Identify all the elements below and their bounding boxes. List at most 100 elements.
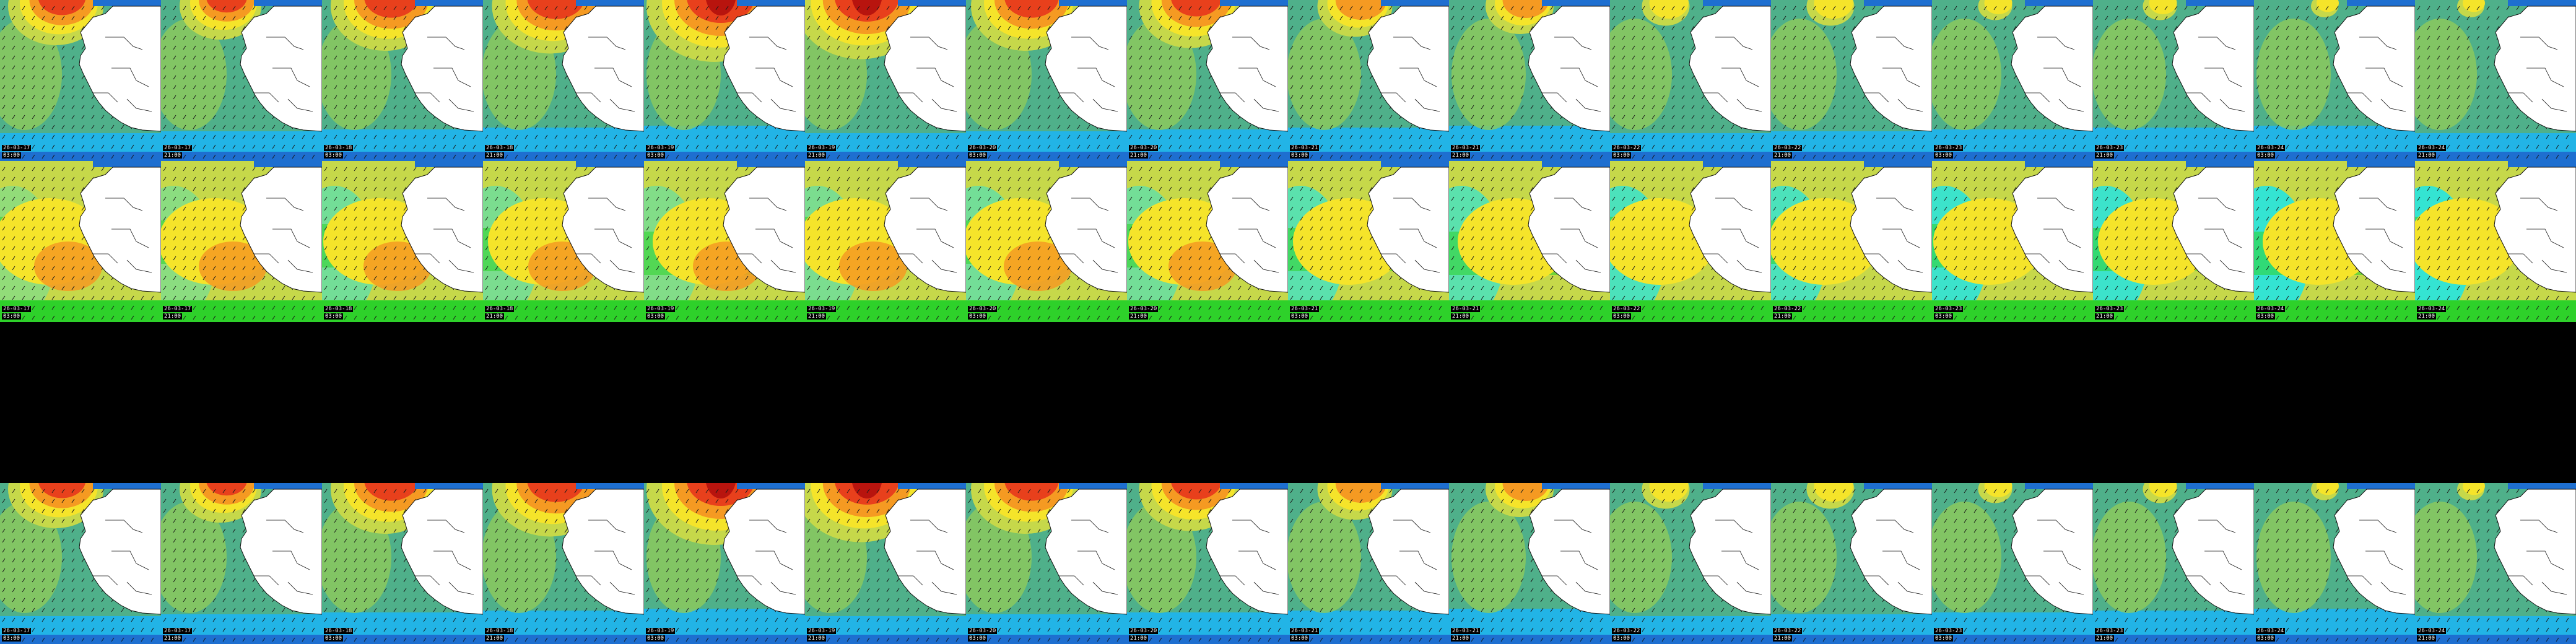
anomaly-red <box>38 483 85 498</box>
frame-time-label: 21:00 <box>2095 635 2115 642</box>
weather-map <box>644 483 805 644</box>
land-mass <box>1850 489 1932 615</box>
north-ocean-strip <box>1864 0 1932 6</box>
land-mass <box>401 167 483 293</box>
map-tile: 26-03-22 21:00 <box>1771 161 1932 322</box>
frame-date-label: 26-03-18 <box>324 306 354 312</box>
north-ocean-strip <box>1220 0 1288 6</box>
anomaly-core <box>852 483 882 498</box>
frame-time-label: 21:00 <box>2417 152 2437 159</box>
map-tile: 26-03-18 03:00 <box>322 161 483 322</box>
map-tile: 26-03-23 21:00 <box>2093 0 2254 161</box>
map-tile: 26-03-19 03:00 <box>644 483 805 644</box>
frame-time-label: 21:00 <box>807 152 827 159</box>
north-ocean-strip <box>1220 161 1288 167</box>
frame-date-label: 26-03-21 <box>1451 306 1481 312</box>
country-borders <box>93 520 152 595</box>
deep-ocean-band <box>483 635 644 644</box>
weather-map <box>1449 0 1610 161</box>
weather-map <box>1932 161 2093 322</box>
north-ocean-strip <box>1703 161 1771 167</box>
frame-time-label: 21:00 <box>2095 152 2115 159</box>
country-borders <box>2508 37 2567 112</box>
faster-zone <box>199 242 267 291</box>
weather-map <box>2093 483 2254 644</box>
land-mass <box>884 6 966 132</box>
weather-map <box>1449 483 1610 644</box>
frame-time-label: 03:00 <box>1290 635 1310 642</box>
map-tile: 26-03-18 21:00 <box>483 483 644 644</box>
anomaly-red <box>206 0 247 13</box>
weather-map <box>322 483 483 644</box>
frame-date-label: 26-03-23 <box>2095 306 2125 312</box>
north-ocean-strip <box>1864 483 1932 489</box>
green-zone <box>1771 502 1837 613</box>
country-borders <box>2508 198 2567 273</box>
green-zone <box>1288 502 1361 613</box>
land-mass <box>1528 6 1610 132</box>
frame-time-label: 21:00 <box>163 635 183 642</box>
frame-time-label: 03:00 <box>2 635 22 642</box>
north-ocean-strip <box>898 0 966 6</box>
land-mass <box>2172 6 2254 132</box>
country-borders <box>2347 198 2406 273</box>
weather-map <box>2415 0 2576 161</box>
map-tile: 26-03-24 03:00 <box>2254 161 2415 322</box>
weather-map <box>1771 0 1932 161</box>
weather-map <box>483 483 644 644</box>
green-zone <box>0 502 62 613</box>
anomaly-core <box>852 0 882 15</box>
north-ocean-strip <box>2508 0 2576 6</box>
country-borders <box>2186 37 2245 112</box>
weather-map <box>1610 483 1771 644</box>
country-borders <box>1703 37 1762 112</box>
frame-date-label: 26-03-18 <box>324 145 354 151</box>
weather-map <box>1288 0 1449 161</box>
north-ocean-strip <box>2025 483 2093 489</box>
weather-map <box>2254 161 2415 322</box>
frame-time-label: 03:00 <box>1934 152 1954 159</box>
green-zone <box>2093 502 2166 613</box>
north-ocean-strip <box>2186 161 2254 167</box>
country-borders <box>93 198 152 273</box>
weather-map <box>161 161 322 322</box>
north-ocean-strip <box>1703 483 1771 489</box>
country-borders <box>576 37 635 112</box>
north-ocean-strip <box>737 0 805 6</box>
north-ocean-strip <box>93 161 161 167</box>
weather-map <box>1288 161 1449 322</box>
weather-map <box>1288 483 1449 644</box>
north-ocean-strip <box>576 483 644 489</box>
land-mass <box>1689 167 1771 293</box>
map-tile: 26-03-23 03:00 <box>1932 161 2093 322</box>
deep-ocean-band <box>0 635 161 644</box>
map-tile: 26-03-22 03:00 <box>1610 0 1771 161</box>
deep-ocean-band <box>1127 152 1288 161</box>
country-borders <box>2025 37 2084 112</box>
anomaly-orange <box>1335 0 1387 20</box>
frame-time-label: 21:00 <box>2417 635 2437 642</box>
deep-ocean-band <box>0 152 161 161</box>
weather-map <box>483 0 644 161</box>
land-mass <box>1045 489 1127 615</box>
weather-map <box>805 161 966 322</box>
land-mass <box>1528 489 1610 615</box>
country-borders <box>576 520 635 595</box>
north-ocean-strip <box>1220 483 1288 489</box>
land-mass <box>1367 167 1449 293</box>
frame-time-label: 03:00 <box>1290 313 1310 320</box>
country-borders <box>2025 520 2084 595</box>
land-mass <box>562 167 644 293</box>
frame-date-label: 26-03-17 <box>2 306 32 312</box>
country-borders <box>1864 198 1923 273</box>
faster-zone <box>34 242 102 291</box>
map-tile: 26-03-17 21:00 <box>161 0 322 161</box>
country-borders <box>2186 520 2245 595</box>
country-borders <box>1542 37 1601 112</box>
frame-time-label: 21:00 <box>2417 313 2437 320</box>
land-mass <box>2011 6 2093 132</box>
anomaly-mid <box>2463 0 2485 12</box>
country-borders <box>2186 198 2245 273</box>
frame-date-label: 26-03-24 <box>2417 306 2447 312</box>
weather-map <box>1127 0 1288 161</box>
